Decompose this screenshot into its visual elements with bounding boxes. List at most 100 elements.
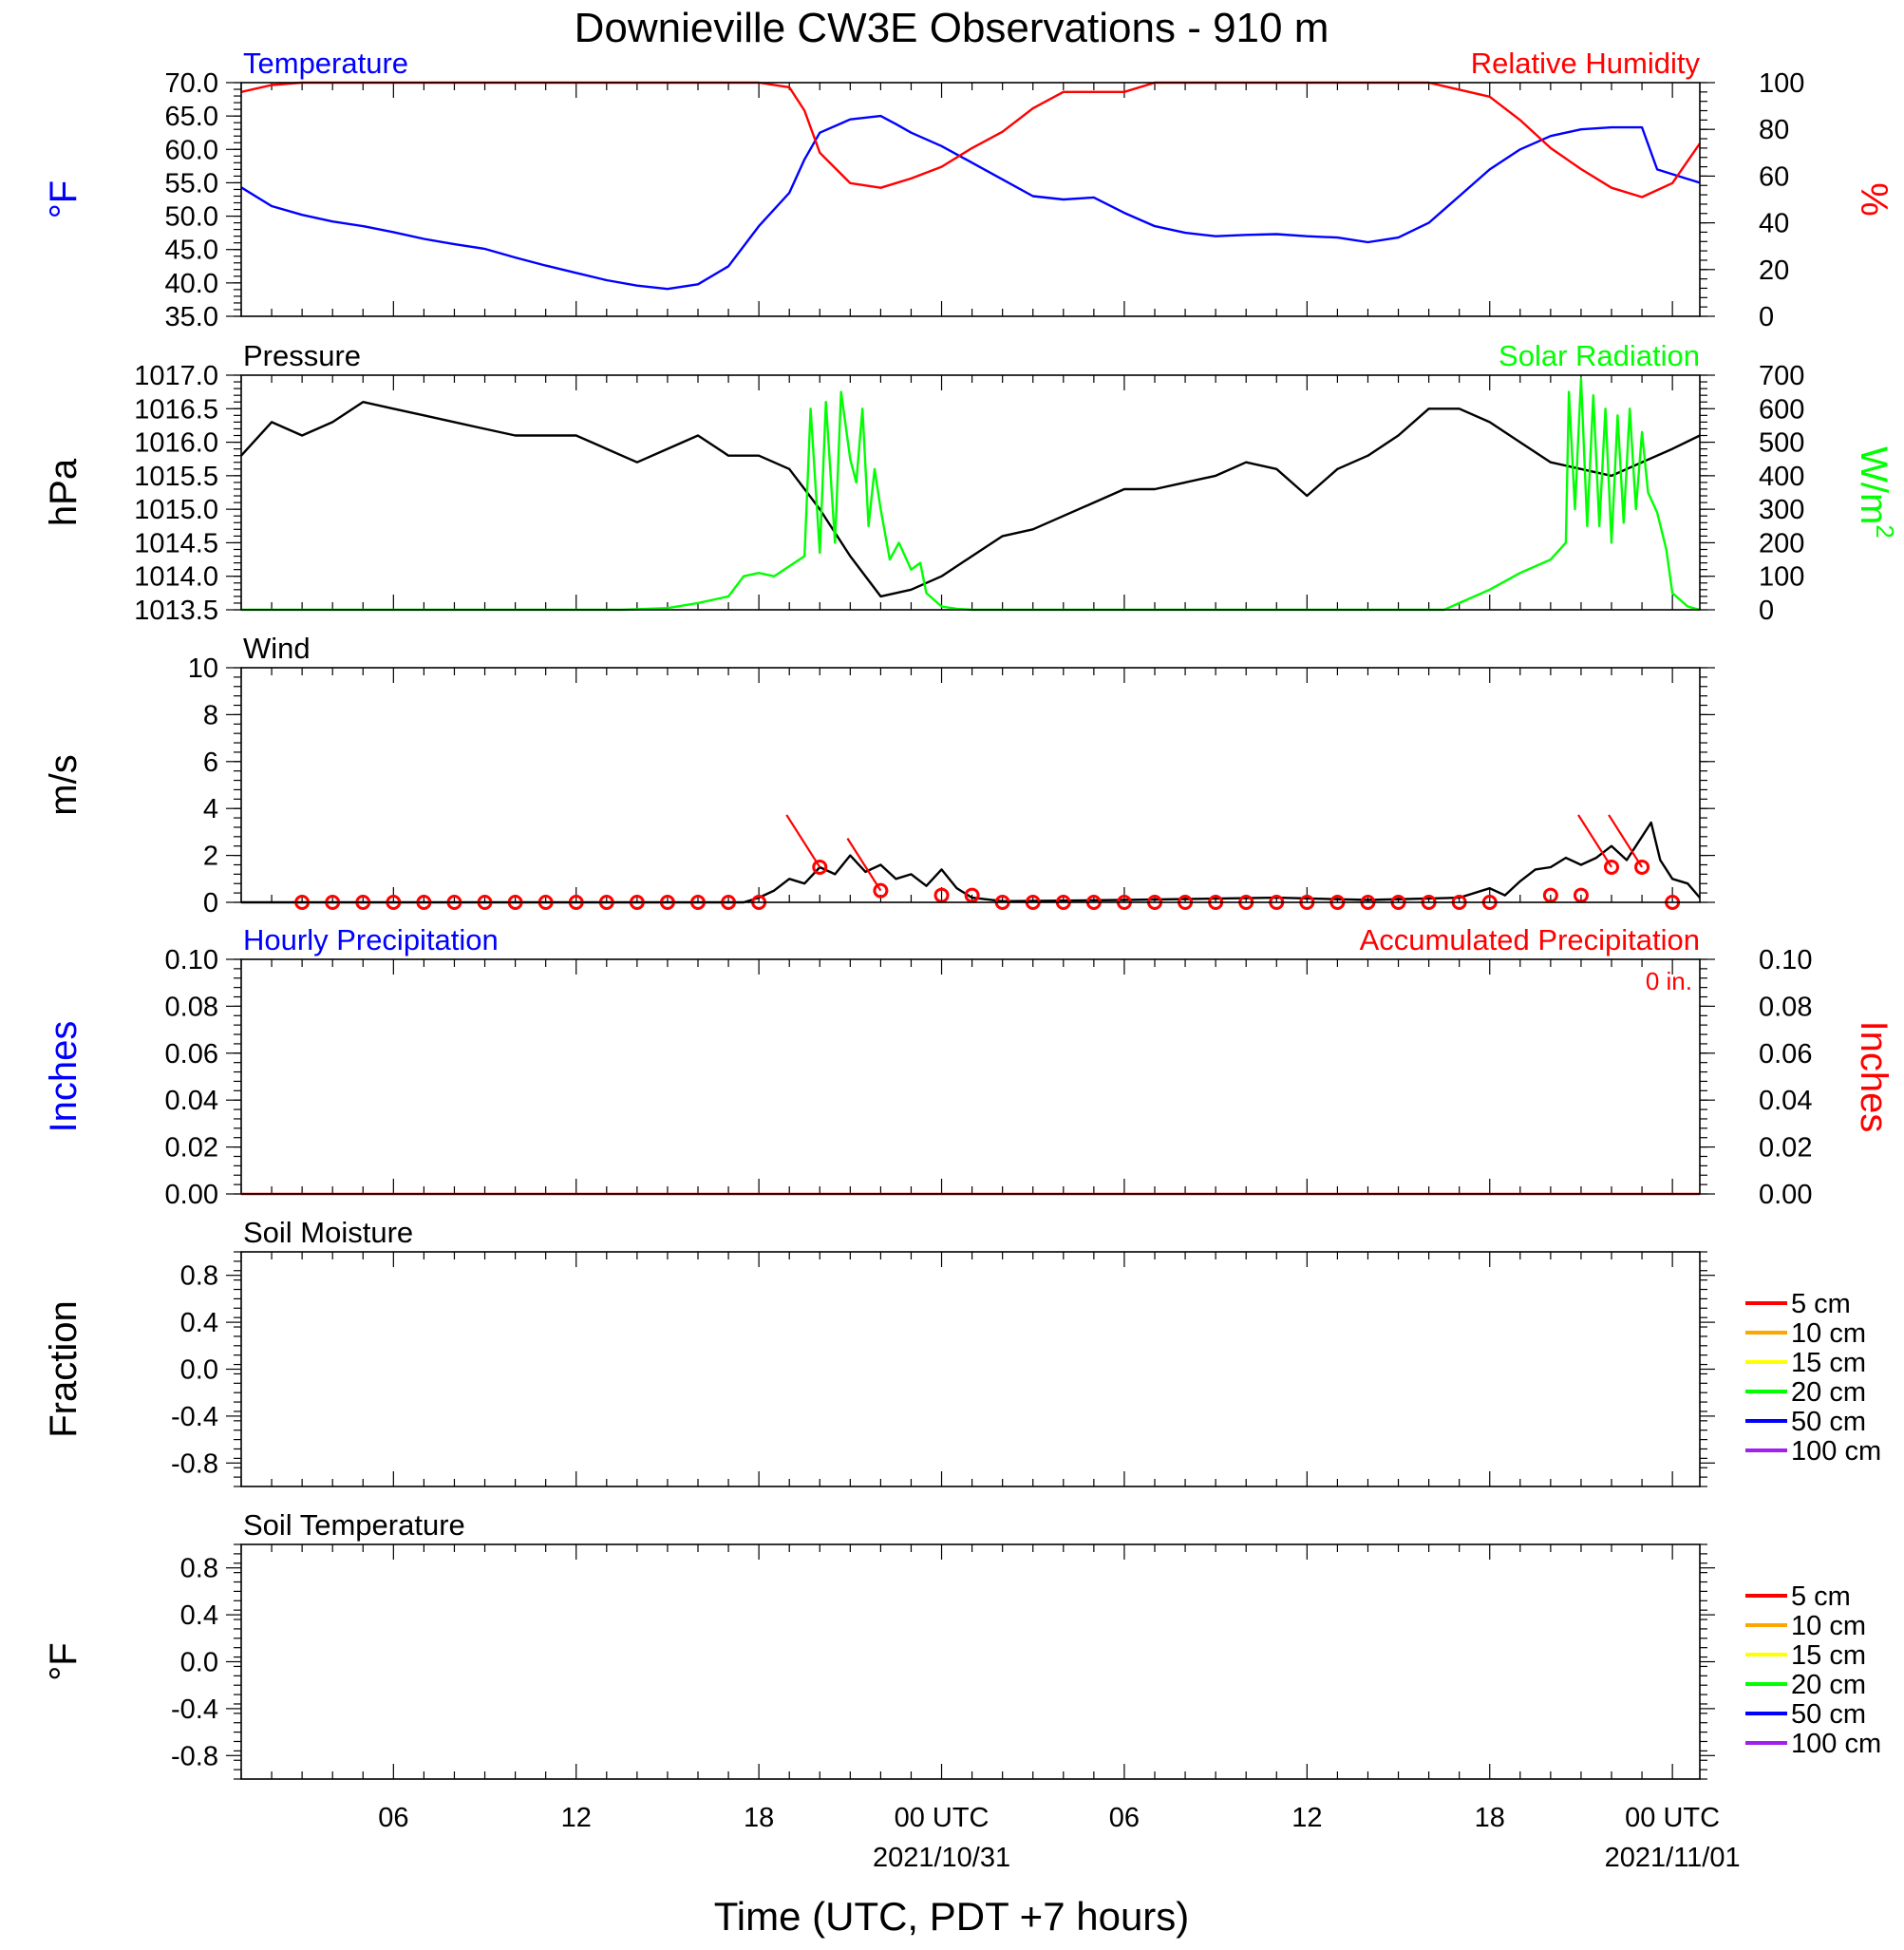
x-date-label: 2021/11/01 [1605,1843,1741,1873]
panel-frame [240,1543,1701,1780]
panel-temperature-rh: 35.040.045.050.055.060.065.070.0 0 20 40 60 8… [43,47,1895,332]
x-tick-label: 00 UTC [895,1803,990,1833]
panel-soil-moisture: -0.8 -0.4 0.0 0.4 0.8 Soil Moisture Fraction 5 … [43,1216,1881,1487]
wind-calm-marker [1604,859,1620,875]
y2-tick-label: 60 [1759,161,1789,192]
series-line-pressure [240,401,1701,598]
wind-barb [846,838,882,892]
y2-tick-label: 400 [1759,462,1804,492]
panel-title-right: Solar Radiation [1499,339,1700,372]
y-tick-label: 0.10 [165,945,218,975]
y2-tick-label: 0.10 [1759,945,1812,975]
x-tick-label: 18 [744,1803,774,1833]
legend-label: 10 cm [1791,1611,1866,1641]
chart-title: Downieville CW3E Observations - 910 m [575,5,1329,51]
y2-tick-label: 0.00 [1759,1180,1812,1210]
y-axis-title-left: Inches [43,1021,85,1133]
y2-tick-label: 20 [1759,256,1789,286]
y-tick-label: 8 [203,700,218,730]
y-tick-label: 0.08 [165,992,218,1022]
panel-frame [240,82,1701,317]
wind-calm-marker [873,882,889,899]
legend-label: 5 cm [1791,1581,1851,1612]
x-tick-label: 12 [1291,1803,1322,1833]
y-tick-label: 55.0 [165,168,218,199]
wind-barb [1577,814,1612,868]
y2-tick-label: 0 [1759,302,1774,332]
y-tick-label: -0.8 [171,1448,218,1479]
y-axis-title-left: °F [43,180,85,218]
y-axis-title-right: W/m2 [1853,446,1899,539]
y-tick-label: 1013.5 [134,596,218,626]
series-line-solar-radiation [241,377,1701,612]
y-tick-label: 45.0 [165,236,218,266]
wind-calm-marker [933,887,950,903]
panel-precipitation: 0.00 0.02 0.04 0.06 0.08 0.10 0.00 0.02 0.04 0.06… [43,923,1895,1210]
x-date-label: 2021/10/31 [873,1843,1010,1873]
y2-tick-label: 500 [1759,428,1804,459]
legend-label: 50 cm [1791,1407,1866,1437]
wind-calm-marker [1573,887,1589,903]
y-tick-label: 2 [203,842,218,872]
y-tick-label: 0.00 [165,1180,218,1210]
y-tick-label: 0.4 [180,1308,218,1338]
panel-title-left: Soil Moisture [243,1216,413,1249]
wind-barb [1608,814,1644,868]
y-tick-label: 4 [203,794,218,824]
y-tick-label: 6 [203,748,218,778]
panel-title-left: Wind [243,632,311,665]
y-tick-label: 0.04 [165,1086,218,1116]
legend-label: 15 cm [1791,1640,1866,1671]
y2-tick-label: 0.08 [1759,992,1812,1022]
y-tick-label: 50.0 [165,202,218,233]
y-axis-title-left: m/s [43,754,85,815]
y2-tick-label: 600 [1759,394,1804,425]
y-tick-label: 70.0 [165,68,218,99]
wind-barb [785,814,821,868]
y-tick-label: 35.0 [165,302,218,332]
y2-tick-label: 0.02 [1759,1133,1812,1164]
x-tick-label: 06 [378,1803,408,1833]
wind-calm-marker [1542,887,1558,903]
y-axis-title-right: % [1853,182,1895,217]
legend-label: 50 cm [1791,1699,1866,1730]
panel-frame [240,1251,1701,1487]
y-tick-label: 60.0 [165,135,218,165]
panel-frame [240,374,1701,611]
y-tick-label: 0.0 [180,1648,218,1678]
series-line-wind [241,821,1701,904]
legend-label: 5 cm [1791,1289,1851,1319]
y-tick-label: -0.8 [171,1741,218,1771]
panel-title-left: Soil Temperature [243,1508,465,1542]
y-tick-label: 65.0 [165,102,218,132]
y-tick-label: 10 [188,653,218,684]
x-tick-label: 12 [561,1803,592,1833]
legend-label: 20 cm [1791,1377,1866,1408]
x-tick-label: 00 UTC [1625,1803,1720,1833]
panel-annotation: 0 in. [1646,967,1692,995]
y-tick-label: -0.4 [171,1694,218,1725]
x-tick-label: 06 [1109,1803,1140,1833]
y2-tick-label: 40 [1759,209,1789,239]
panel-frame [240,667,1701,903]
y-axis-title-left: Fraction [43,1300,85,1438]
y-axis-title-left: °F [43,1642,85,1680]
y2-tick-label: 100 [1759,562,1804,593]
panel-frame [240,958,1701,1195]
y2-tick-label: 0.06 [1759,1039,1812,1070]
series-line-relative-humidity [240,81,1701,199]
y-tick-label: -0.4 [171,1402,218,1432]
y-axis-title-right: Inches [1853,1021,1895,1133]
y-tick-label: 0.06 [165,1039,218,1070]
y2-tick-label: 300 [1759,495,1804,525]
y2-tick-label: 700 [1759,361,1804,391]
y-tick-label: 1017.0 [134,361,218,391]
legend-label: 100 cm [1791,1729,1881,1759]
wind-calm-marker [964,887,980,903]
y2-tick-label: 0.04 [1759,1086,1812,1116]
panel-wind: 0 2 4 6 8 10 Wind m/s [43,632,1715,918]
panel-title-left: Hourly Precipitation [243,923,499,956]
y-tick-label: 1015.5 [134,462,218,492]
x-tick-label: 18 [1475,1803,1505,1833]
